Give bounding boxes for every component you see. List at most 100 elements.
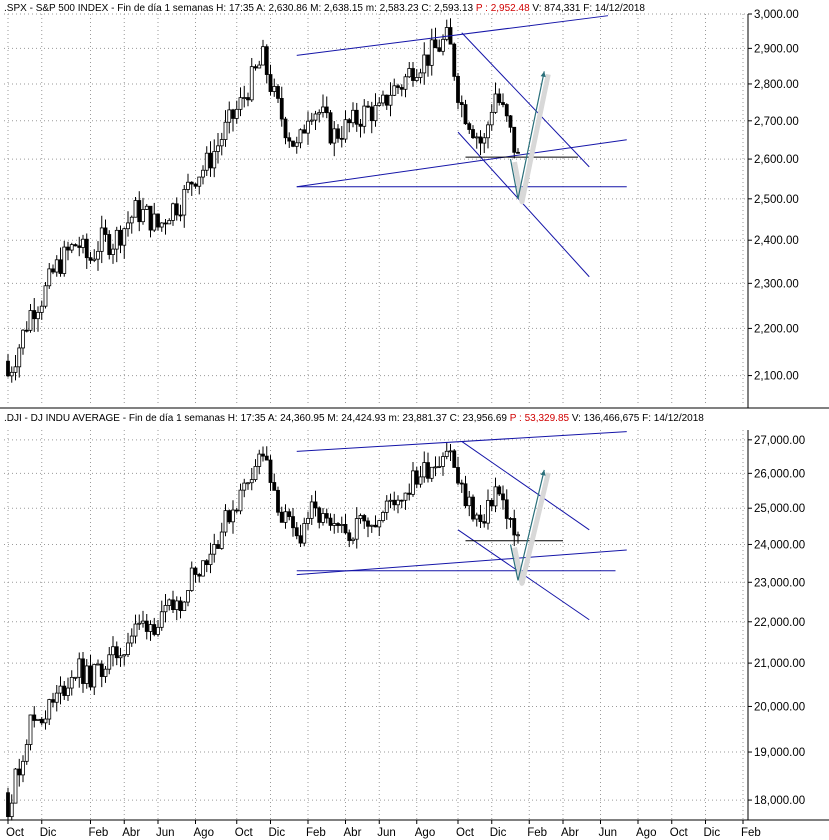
candle-body: [471, 129, 475, 139]
candle: [54, 255, 59, 277]
candle-body: [328, 112, 333, 144]
candle-body: [482, 521, 487, 524]
candle-body: [118, 655, 123, 659]
candle: [366, 517, 370, 538]
candle-body: [411, 68, 415, 81]
candle: [129, 215, 134, 234]
candle: [354, 102, 359, 132]
candle: [126, 632, 130, 657]
candle: [321, 94, 325, 118]
candle: [403, 73, 408, 98]
candle-body: [257, 453, 262, 467]
candle: [163, 218, 168, 235]
y-tick-label: 18,000.00: [754, 795, 805, 807]
candle-body: [414, 77, 419, 81]
candle: [118, 647, 123, 667]
candle-body: [54, 692, 59, 703]
panel-spx: 2,100.00 2,200.00 2,300.00 2,400.00 2,500.00…: [4, 9, 799, 408]
candle-body: [358, 515, 363, 519]
candle-body: [197, 176, 202, 187]
candle: [321, 508, 325, 526]
candle: [377, 97, 382, 107]
panel-dji: 18,000.00 19,000.00 20,000.00 21,000.00 22,0…: [4, 430, 805, 823]
candle: [24, 739, 29, 765]
candle-body: [178, 600, 183, 612]
candle: [238, 87, 243, 117]
candle: [152, 202, 157, 233]
candle: [6, 787, 10, 823]
dji-f: 14/12/2018: [654, 413, 704, 424]
candle: [201, 560, 205, 577]
candle-body: [17, 347, 22, 368]
candle: [84, 233, 89, 269]
candle-body: [111, 248, 115, 255]
projection-shadow: [512, 73, 551, 205]
candle-body: [103, 227, 108, 235]
candle: [463, 99, 468, 125]
candle-body: [227, 109, 232, 123]
candle-body: [77, 245, 82, 248]
candle: [324, 96, 329, 119]
candle: [17, 758, 22, 787]
candle: [227, 509, 232, 524]
candle-body: [332, 523, 337, 526]
candle: [133, 614, 138, 644]
candle-body: [208, 553, 213, 566]
candle-body: [298, 535, 303, 544]
dji-m-low: 23,881.37: [402, 413, 447, 424]
candle: [253, 459, 258, 482]
candle: [257, 60, 262, 69]
trendline: [461, 441, 590, 531]
candle: [13, 354, 18, 381]
candle-body: [508, 115, 513, 128]
candle: [66, 677, 70, 702]
candle-body: [306, 120, 310, 134]
candle: [208, 141, 213, 177]
candle-body: [216, 544, 220, 549]
candle-body: [512, 518, 517, 536]
candle: [328, 109, 333, 145]
candle-body: [249, 479, 254, 484]
candle: [354, 507, 359, 549]
candle-body: [504, 499, 509, 519]
candle-body: [279, 511, 284, 523]
dji-p: 53,329.85: [525, 413, 570, 424]
y-tick-label: 3,000.00: [754, 9, 799, 21]
candle: [422, 42, 427, 85]
candle: [392, 491, 397, 511]
candle: [234, 100, 239, 124]
dji-name: DJ INDU AVERAGE: [31, 413, 121, 424]
candle-body: [343, 524, 348, 534]
candle: [167, 598, 172, 611]
x-tick-label: Ago: [636, 827, 656, 839]
candle: [358, 118, 363, 138]
candle-body: [516, 151, 520, 154]
candle-body: [253, 66, 258, 69]
candle: [261, 446, 265, 462]
x-tick-label: Dic: [490, 827, 507, 839]
candle: [482, 514, 487, 528]
candle-body: [77, 658, 82, 678]
candle: [414, 466, 419, 489]
candle-body: [6, 360, 10, 377]
candle-body: [9, 371, 14, 377]
candle: [456, 73, 460, 110]
candle-body: [324, 106, 329, 114]
x-axis-labels: Oct Dic Feb Abr Jun Ago Oct Dic Feb Abr Jun Ago Oct D…: [6, 820, 761, 839]
candle-body: [396, 85, 400, 88]
candle: [219, 132, 224, 156]
candle: [43, 282, 48, 309]
candle: [471, 125, 475, 140]
y-tick-label: 2,500.00: [754, 194, 799, 206]
candle-body: [377, 520, 382, 528]
candle: [66, 241, 70, 261]
candle: [227, 101, 232, 134]
candle: [351, 102, 355, 128]
candle: [54, 685, 59, 712]
dji-m-high: 24,424.93: [341, 413, 386, 424]
candle: [516, 148, 520, 154]
candle: [13, 768, 18, 804]
candle-body: [148, 624, 153, 632]
projection-shadow: [512, 472, 551, 586]
candle: [501, 93, 505, 108]
